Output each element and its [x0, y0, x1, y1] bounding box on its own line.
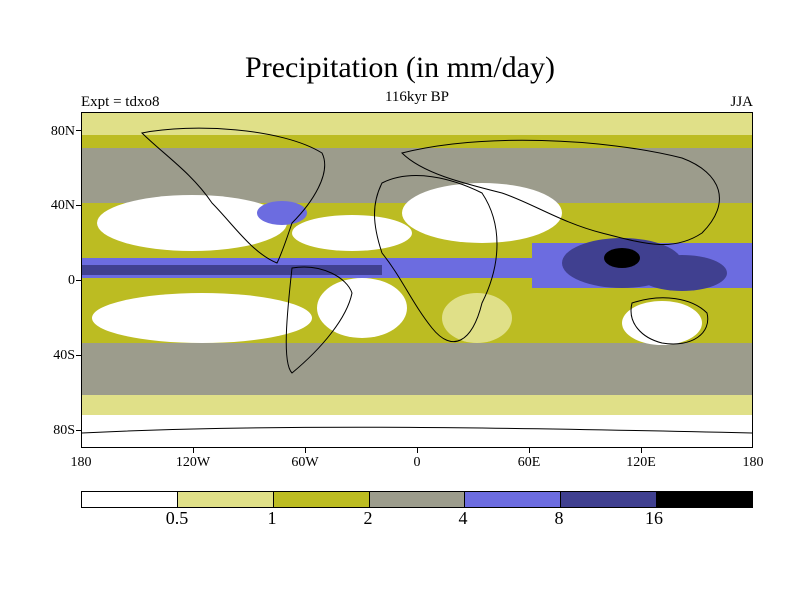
- antarctica-outline: [82, 426, 752, 434]
- north-pacific-dry: [97, 195, 287, 251]
- eurasia-outline: [401, 139, 720, 245]
- lon-label-120e: 120E: [626, 455, 656, 470]
- colorbar-segment: [465, 492, 562, 507]
- sahara-arabia-dry: [402, 183, 562, 243]
- colorbar-label-0-5: 0.5: [165, 508, 189, 528]
- lon-label-180e: 180: [742, 455, 764, 470]
- south-america-outline: [285, 266, 353, 374]
- map-graphic: [82, 113, 752, 447]
- lat-tick: [76, 430, 81, 431]
- colorbar-segment: [273, 492, 370, 507]
- colorbar-segment: [657, 492, 753, 507]
- lon-label-60w: 60W: [291, 455, 319, 470]
- lon-label-0: 0: [413, 455, 421, 470]
- precipitation-map: [81, 112, 753, 448]
- western-pacific-wet: [637, 255, 727, 291]
- lat-tick: [76, 355, 81, 356]
- africa-outline: [374, 175, 498, 343]
- lon-tick: [641, 448, 642, 453]
- colorbar-label-2: 2: [363, 508, 373, 528]
- lat-label-40n: 40N: [50, 198, 75, 213]
- lat-label-80n: 80N: [50, 124, 75, 139]
- lon-label-60e: 60E: [517, 455, 541, 470]
- lon-label-120w: 120W: [175, 455, 211, 470]
- lon-tick: [417, 448, 418, 453]
- north-america-outline: [140, 127, 326, 264]
- colorbar-segment: [369, 492, 466, 507]
- antarctic-band: [82, 413, 752, 447]
- colorbar-label-4: 4: [458, 508, 468, 528]
- lat-tick: [76, 280, 81, 281]
- north-atlantic-dry: [292, 215, 412, 251]
- north-atlantic-wet: [257, 201, 307, 225]
- colorbar-segment: [177, 492, 274, 507]
- arctic-band: [82, 113, 752, 135]
- chart-title: Precipitation (in mm/day): [245, 51, 555, 84]
- australia-dry: [622, 301, 702, 345]
- colorbar-segment: [561, 492, 658, 507]
- colorbar: [81, 491, 753, 508]
- chart-subtitle: 116kyr BP: [384, 89, 450, 105]
- lat-tick: [76, 205, 81, 206]
- south-pacific-dry: [92, 293, 312, 343]
- lon-tick: [529, 448, 530, 453]
- lat-tick: [76, 130, 81, 131]
- lon-label-180w: 180: [70, 455, 92, 470]
- colorbar-label-1: 1: [267, 508, 277, 528]
- colorbar-label-8: 8: [554, 508, 564, 528]
- southern-band: [82, 395, 752, 415]
- lat-label-80s: 80S: [53, 423, 75, 438]
- max-precip-core: [604, 248, 640, 268]
- itcz-core-pacific: [82, 265, 382, 275]
- colorbar-segment: [82, 492, 178, 507]
- southern-ocean-band: [82, 343, 752, 395]
- lon-tick: [305, 448, 306, 453]
- lat-label-40s: 40S: [53, 348, 75, 363]
- south-america-dry: [317, 278, 407, 338]
- season-label: JJA: [730, 94, 753, 110]
- australia-outline: [630, 297, 709, 345]
- lat-label-0: 0: [68, 273, 75, 288]
- lon-tick: [193, 448, 194, 453]
- experiment-label: Expt = tdxo8: [81, 94, 160, 110]
- colorbar-label-16: 16: [645, 508, 663, 528]
